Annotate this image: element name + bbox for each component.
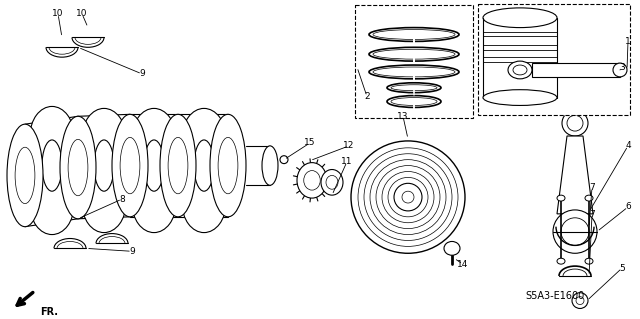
Ellipse shape (513, 65, 527, 75)
Ellipse shape (553, 210, 597, 253)
Ellipse shape (168, 137, 188, 194)
Ellipse shape (42, 140, 62, 191)
Text: 3: 3 (619, 63, 625, 71)
Text: 9: 9 (139, 70, 145, 78)
Ellipse shape (280, 156, 288, 164)
Ellipse shape (144, 140, 164, 191)
Ellipse shape (373, 49, 455, 59)
Ellipse shape (160, 114, 196, 217)
Ellipse shape (391, 98, 437, 106)
Ellipse shape (572, 293, 588, 308)
Ellipse shape (364, 154, 452, 241)
Ellipse shape (402, 191, 414, 203)
Text: 2: 2 (364, 92, 370, 101)
Text: 7: 7 (589, 183, 595, 192)
Text: 13: 13 (397, 112, 409, 121)
Ellipse shape (376, 166, 440, 229)
Ellipse shape (30, 107, 74, 166)
Ellipse shape (576, 297, 584, 305)
Text: 12: 12 (343, 141, 355, 150)
Ellipse shape (369, 28, 459, 41)
Text: FR.: FR. (40, 308, 58, 317)
Ellipse shape (120, 137, 140, 194)
Ellipse shape (7, 124, 43, 227)
Text: 9: 9 (129, 247, 135, 256)
Ellipse shape (132, 108, 176, 167)
Ellipse shape (369, 47, 459, 61)
Ellipse shape (373, 67, 455, 77)
Ellipse shape (369, 65, 459, 79)
Ellipse shape (567, 115, 583, 131)
Ellipse shape (508, 61, 532, 79)
Bar (355, 5, 473, 118)
Text: 14: 14 (458, 260, 468, 269)
Ellipse shape (585, 258, 593, 264)
Bar (478, 4, 630, 115)
Text: 4: 4 (625, 141, 631, 150)
Ellipse shape (60, 116, 96, 219)
Text: 10: 10 (52, 9, 64, 18)
Ellipse shape (562, 110, 588, 136)
Text: S5A3-E1600: S5A3-E1600 (525, 291, 584, 301)
Ellipse shape (112, 114, 148, 217)
Ellipse shape (483, 8, 557, 28)
Ellipse shape (326, 175, 338, 189)
Ellipse shape (182, 108, 226, 167)
Text: 1: 1 (625, 37, 631, 46)
Ellipse shape (304, 171, 320, 190)
Ellipse shape (262, 146, 278, 185)
Text: 8: 8 (119, 195, 125, 204)
Ellipse shape (30, 175, 74, 234)
Ellipse shape (444, 241, 460, 255)
Text: 10: 10 (76, 9, 88, 18)
Ellipse shape (382, 172, 434, 223)
Text: 5: 5 (619, 263, 625, 272)
Ellipse shape (82, 108, 126, 167)
Ellipse shape (297, 163, 327, 198)
Ellipse shape (561, 218, 589, 245)
Ellipse shape (194, 140, 214, 191)
Ellipse shape (358, 148, 458, 246)
Text: 11: 11 (341, 157, 353, 166)
Ellipse shape (613, 63, 627, 77)
Ellipse shape (82, 174, 126, 233)
Ellipse shape (483, 90, 557, 106)
Ellipse shape (15, 147, 35, 204)
Ellipse shape (557, 258, 565, 264)
Ellipse shape (132, 174, 176, 233)
Ellipse shape (218, 137, 238, 194)
Text: 15: 15 (304, 138, 316, 147)
Polygon shape (532, 63, 620, 77)
Ellipse shape (391, 85, 437, 91)
Ellipse shape (210, 114, 246, 217)
Ellipse shape (585, 195, 593, 201)
Ellipse shape (388, 177, 428, 217)
Ellipse shape (94, 140, 114, 191)
Ellipse shape (321, 169, 343, 195)
Ellipse shape (182, 174, 226, 233)
Ellipse shape (387, 83, 441, 93)
Polygon shape (557, 136, 593, 214)
Text: 7: 7 (589, 210, 595, 219)
Text: 6: 6 (625, 203, 631, 211)
Ellipse shape (373, 30, 455, 40)
Ellipse shape (557, 195, 565, 201)
Ellipse shape (370, 160, 446, 234)
Ellipse shape (394, 183, 422, 211)
Ellipse shape (351, 141, 465, 253)
Ellipse shape (387, 96, 441, 108)
Ellipse shape (68, 139, 88, 196)
